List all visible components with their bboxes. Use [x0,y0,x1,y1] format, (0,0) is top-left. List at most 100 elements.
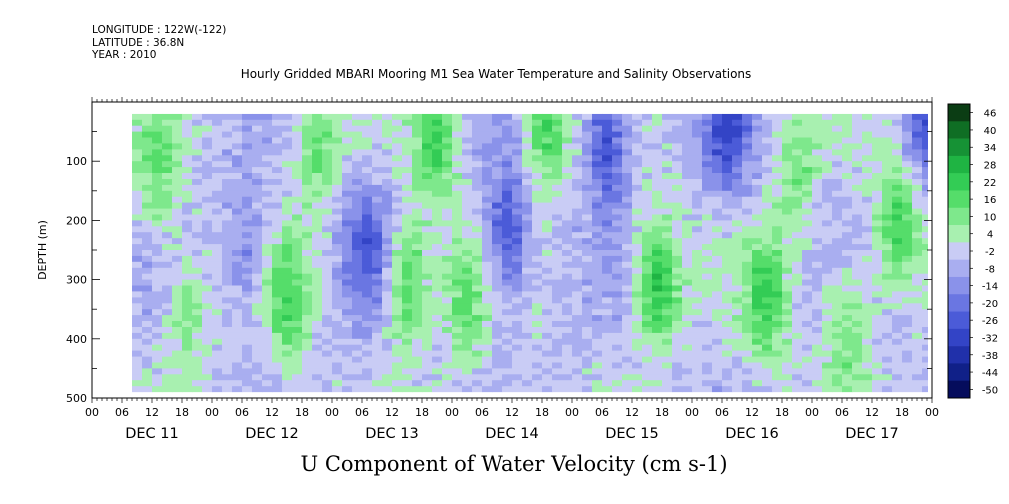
heatmap-cell [232,386,243,393]
heatmap-cell [262,226,273,233]
heatmap-cell [872,386,883,393]
heatmap-cell [362,368,373,375]
heatmap-cell [312,267,323,275]
heatmap-cell [332,131,343,139]
heatmap-cell [132,161,143,168]
heatmap-cell [632,226,643,233]
heatmap-cell [212,119,223,127]
heatmap-cell [642,368,653,375]
heatmap-cell [152,356,163,364]
heatmap-cell [562,137,573,144]
heatmap-cell [142,297,153,304]
heatmap-cell [152,173,163,180]
heatmap-cell [822,255,833,263]
heatmap-cell [852,220,863,227]
heatmap-cell [752,327,763,334]
heatmap-cell [302,125,313,133]
heatmap-cell [902,149,913,156]
heatmap-cell [842,238,853,245]
heatmap-cell [132,113,143,121]
heatmap-cell [222,208,233,216]
heatmap-cell [512,208,523,216]
heatmap-cell [802,309,813,316]
heatmap-cell [322,155,333,162]
heatmap-cell [462,149,473,156]
heatmap-cell [302,149,313,156]
heatmap-cell [692,113,703,121]
heatmap-cell [532,327,543,334]
heatmap-cell [692,244,703,251]
heatmap-cell [862,338,873,346]
heatmap-cell [652,173,663,180]
heatmap-cell [702,374,713,381]
heatmap-cell [792,155,803,162]
heatmap-cell [422,244,433,251]
heatmap-cell [772,161,783,168]
heatmap-cell [742,273,753,281]
heatmap-cell [342,220,353,227]
heatmap-cell [842,297,853,304]
heatmap-cell [562,332,573,340]
colorbar-label: -14 [982,282,998,293]
heatmap-cell [242,184,253,192]
colorbar-swatch [948,328,970,347]
heatmap-cell [832,386,843,393]
heatmap-cell [822,167,833,174]
heatmap-cell [662,321,673,328]
heatmap-cell [182,131,193,139]
heatmap-cell [342,309,353,316]
heatmap-cell [432,255,443,263]
heatmap-cell [882,273,893,281]
heatmap-cell [772,380,783,387]
heatmap-cell [382,255,393,263]
heatmap-cell [742,356,753,364]
heatmap-cell [782,232,793,239]
heatmap-cell [432,202,443,210]
heatmap-cell [352,167,363,174]
heatmap-cell [892,220,903,227]
heatmap-cell [622,238,633,245]
heatmap-cell [462,226,473,233]
heatmap-cell [772,344,783,352]
heatmap-cell [532,190,543,198]
heatmap-cell [862,386,873,393]
heatmap-cell [552,113,563,121]
heatmap-cell [652,214,663,221]
heatmap-cell [242,179,253,186]
heatmap-cell [242,161,253,168]
heatmap-cell [192,350,203,358]
heatmap-cell [162,327,173,334]
heatmap-cell [802,261,813,269]
heatmap-cell [722,279,733,287]
heatmap-cell [252,267,263,275]
heatmap-cell [822,297,833,304]
heatmap-cell [332,244,343,251]
heatmap-cell [362,167,373,174]
heatmap-cell [902,374,913,381]
heatmap-cell [352,285,363,292]
heatmap-cell [152,179,163,186]
heatmap-cell [262,155,273,162]
heatmap-cell [822,386,833,393]
heatmap-cell [552,125,563,133]
heatmap-cell [222,321,233,328]
heatmap-cell [462,321,473,328]
heatmap-cell [392,327,403,334]
heatmap-cell [652,344,663,352]
heatmap-cell [812,380,823,387]
heatmap-cell [572,338,583,346]
heatmap-cell [392,149,403,156]
heatmap-cell [852,149,863,156]
heatmap-cell [602,380,613,387]
heatmap-cell [162,380,173,387]
heatmap-cell [312,368,323,375]
heatmap-cell [752,238,763,245]
heatmap-cell [682,255,693,263]
heatmap-cell [232,238,243,245]
heatmap-cell [572,303,583,310]
heatmap-cell [332,255,343,263]
heatmap-cell [252,327,263,334]
heatmap-cell [602,190,613,198]
heatmap-cell [742,279,753,287]
heatmap-cell [282,214,293,221]
